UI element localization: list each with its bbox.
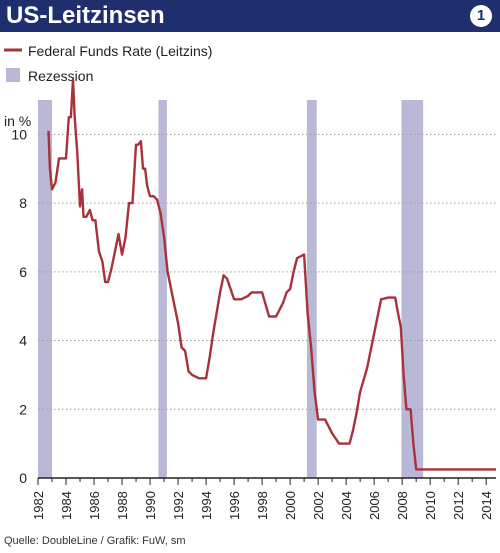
y-tick-label: 4	[19, 333, 27, 349]
recession-band	[38, 100, 53, 478]
x-tick-label: 2012	[451, 491, 466, 520]
legend: Federal Funds Rate (Leitzins) Rezession	[4, 43, 212, 84]
x-tick-label: 1986	[87, 491, 102, 520]
series-layer	[47, 78, 496, 471]
legend-series-label: Federal Funds Rate (Leitzins)	[28, 43, 212, 59]
x-tick-label: 2008	[395, 491, 410, 520]
legend-recession-label: Rezession	[28, 68, 93, 84]
x-tick-label: 1988	[115, 491, 130, 520]
x-tick-label: 2000	[283, 491, 298, 520]
recession-band	[306, 100, 317, 478]
y-tick-label: 10	[11, 126, 27, 142]
x-tick-label: 1982	[31, 491, 46, 520]
x-tick-label: 1990	[143, 491, 158, 520]
x-tick-label: 2004	[339, 491, 354, 520]
recession-bands	[38, 100, 424, 478]
figure-number-badge: 1	[470, 5, 492, 27]
y-tick-label: 0	[19, 470, 27, 486]
x-tick-label: 1984	[59, 491, 74, 520]
x-tick-label: 1994	[199, 491, 214, 520]
y-tick-label: 8	[19, 195, 27, 211]
recession-band	[158, 100, 167, 478]
x-axis: 1982 1984 1986 1988 1990 1992 1994 1996 1998 2000…	[31, 477, 496, 520]
header-bar: US-Leitzinsen 1	[0, 0, 500, 32]
series-line	[47, 78, 496, 471]
x-tick-label: 1992	[171, 491, 186, 520]
chart-title: US-Leitzinsen	[6, 2, 165, 29]
y-axis-label: in %	[4, 113, 31, 129]
y-tick-label: 2	[19, 401, 27, 417]
x-tick-label: 2006	[367, 491, 382, 520]
x-tick-label: 2010	[423, 491, 438, 520]
recession-band	[401, 100, 424, 478]
y-tick-label: 6	[19, 264, 27, 280]
legend-recession-swatch	[6, 68, 20, 82]
x-tick-label: 1996	[227, 491, 242, 520]
x-tick-label: 2014	[479, 491, 494, 520]
x-tick-label: 2002	[311, 491, 326, 520]
source-note: Quelle: DoubleLine / Grafik: FuW, sm	[4, 535, 186, 547]
x-tick-label: 1998	[255, 491, 270, 520]
y-tick-labels: 0 2 4 6 8 10	[11, 126, 27, 486]
gridlines	[38, 133, 496, 410]
